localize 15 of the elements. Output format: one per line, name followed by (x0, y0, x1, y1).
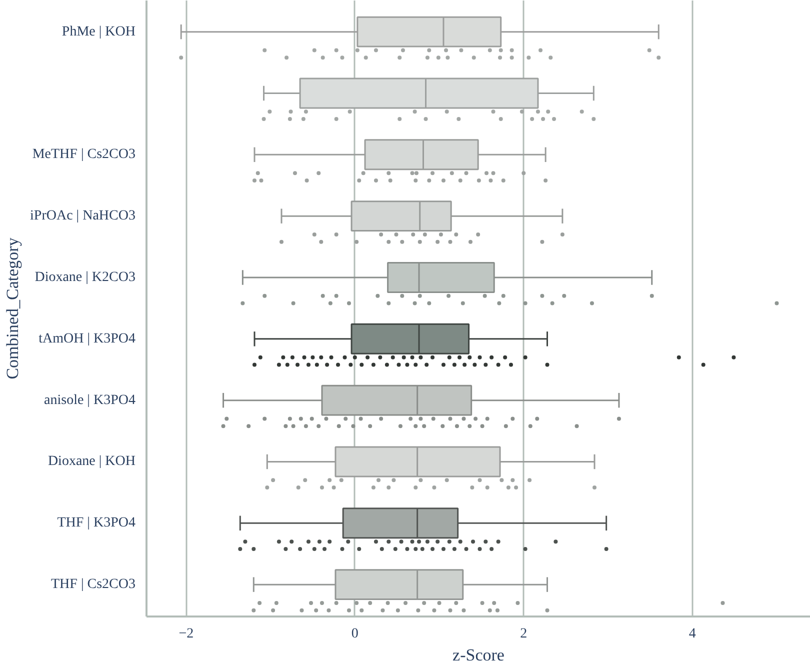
y-tick-label: tAmOH | K3PO4 (38, 331, 136, 346)
y-tick-label: iPrOAc | NaHCO3 (30, 208, 136, 224)
x-tick-label: −2 (178, 626, 194, 642)
y-tick-label: Dioxane | KOH (48, 454, 136, 470)
y-tick-label: anisole | K3PO4 (44, 392, 136, 408)
y-tick-label: Dioxane | K2CO3 (34, 270, 136, 285)
x-axis-title: z-Score (452, 646, 504, 664)
y-tick-label: MeTHF | Cs2CO3 (32, 147, 136, 162)
y-axis-title: Combined_Category (3, 237, 22, 380)
y-tick-label: THF | K3PO4 (57, 516, 136, 531)
x-tick-label: 4 (688, 626, 696, 642)
x-tick-label: 2 (520, 626, 528, 642)
y-tick-label: THF | Cs2CO3 (51, 577, 136, 592)
y-tick-label: PhMe | KOH (62, 24, 136, 40)
x-tick-label: 0 (351, 626, 358, 642)
